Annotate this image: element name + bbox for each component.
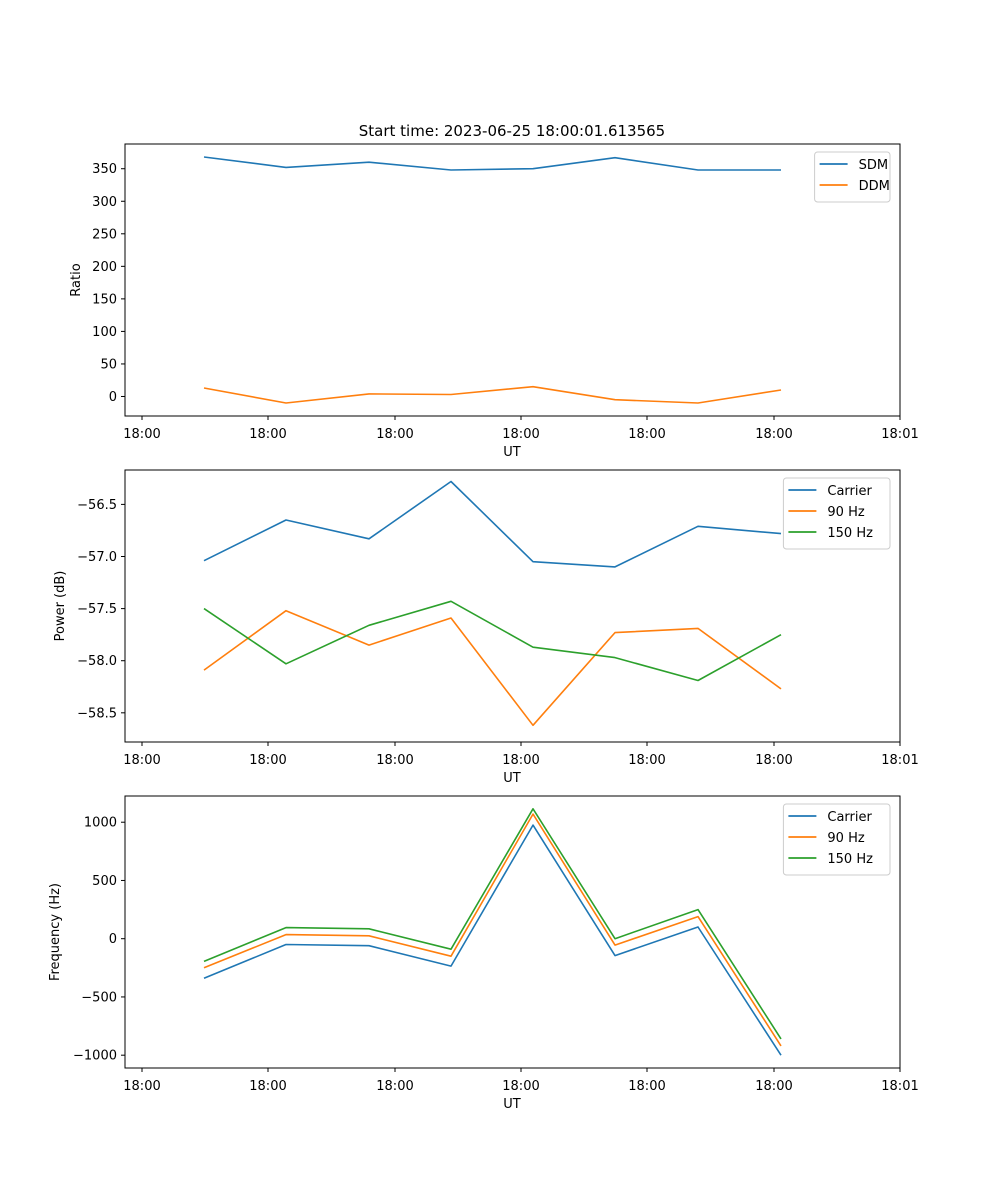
y-tick-label: 300 — [92, 195, 117, 210]
x-tick-label: 18:00 — [123, 753, 160, 768]
y-tick-label: 500 — [92, 874, 117, 889]
x-tick-label: 18:00 — [123, 427, 160, 442]
y-axis-label: Frequency (Hz) — [48, 883, 63, 981]
legend-label: Carrier — [827, 810, 872, 825]
y-tick-label: −58.5 — [77, 706, 117, 721]
panel-frequency: 18:00 18:00 18:00 18:00 18:00 18:00 18:01 UT −10… — [48, 795, 919, 1112]
legend-label: SDM — [859, 158, 888, 173]
x-tick-label: 18:00 — [628, 753, 665, 768]
legend-label: 150 Hz — [827, 852, 873, 867]
y-tick-label: 0 — [109, 390, 117, 405]
x-tick-label: 18:00 — [249, 753, 286, 768]
x-tick-label: 18:00 — [628, 1079, 665, 1094]
x-tick-label: 18:00 — [249, 1079, 286, 1094]
series-line-sdm — [203, 156, 781, 171]
x-tick-label: 18:00 — [755, 753, 792, 768]
series-line-150-hz — [203, 600, 782, 682]
x-tick-label: 18:00 — [755, 1079, 792, 1094]
y-tick-label: 150 — [92, 292, 117, 307]
series-line-90-hz — [203, 813, 782, 1047]
x-tick-label: 18:01 — [881, 1079, 918, 1094]
y-tick-label: 250 — [92, 227, 117, 242]
y-axis-label: Ratio — [69, 263, 84, 296]
y-tick-label: 50 — [100, 357, 117, 372]
y-tick-label: −500 — [81, 990, 117, 1005]
x-tick-label: 18:00 — [502, 427, 539, 442]
y-tick-label: −56.5 — [77, 498, 117, 513]
x-tick-label: 18:00 — [249, 427, 286, 442]
y-tick-label: 1000 — [84, 816, 117, 831]
y-tick-label: −1000 — [73, 1049, 117, 1064]
plot-frame — [124, 143, 901, 417]
plot-frame — [124, 469, 901, 743]
panel-power: 18:00 18:00 18:00 18:00 18:00 18:00 18:01 UT −58… — [53, 469, 919, 786]
x-tick-label: 18:01 — [881, 427, 918, 442]
legend-label: 90 Hz — [827, 505, 864, 520]
x-tick-label: 18:00 — [376, 1079, 413, 1094]
series-line-90-hz — [203, 609, 782, 727]
series-line-150-hz — [203, 807, 782, 1040]
y-tick-label: −57.0 — [77, 550, 117, 565]
series-line-carrier — [203, 824, 782, 1056]
plot-frame — [124, 795, 901, 1069]
y-tick-label: 100 — [92, 325, 117, 340]
x-tick-label: 18:01 — [881, 753, 918, 768]
panel-ratio: 18:00 18:00 18:00 18:00 18:00 18:00 18:01 UT 0 50… — [69, 143, 919, 460]
y-tick-label: −58.0 — [77, 654, 117, 669]
x-axis-label: UT — [503, 771, 521, 786]
y-axis-label: Power (dB) — [53, 571, 68, 642]
figure-title: Start time: 2023-06-25 18:00:01.613565 — [359, 122, 665, 140]
x-axis-label: UT — [503, 1097, 521, 1112]
y-tick-label: 350 — [92, 162, 117, 177]
legend-label: 90 Hz — [827, 831, 864, 846]
x-tick-label: 18:00 — [123, 1079, 160, 1094]
legend: SDM DDM — [814, 151, 891, 203]
x-tick-label: 18:00 — [502, 1079, 539, 1094]
x-tick-label: 18:00 — [628, 427, 665, 442]
x-tick-label: 18:00 — [502, 753, 539, 768]
legend-label: 150 Hz — [827, 526, 873, 541]
x-tick-label: 18:00 — [376, 427, 413, 442]
x-axis-label: UT — [503, 445, 521, 460]
x-tick-label: 18:00 — [376, 753, 413, 768]
legend-label: DDM — [859, 179, 890, 194]
legend: Carrier 90 Hz 150 Hz — [782, 803, 891, 876]
y-tick-label: −57.5 — [77, 602, 117, 617]
series-line-carrier — [203, 480, 782, 568]
legend: Carrier 90 Hz 150 Hz — [782, 477, 891, 550]
series-line-ddm — [203, 385, 782, 404]
x-tick-label: 18:00 — [755, 427, 792, 442]
legend-label: Carrier — [827, 484, 872, 499]
y-tick-label: 0 — [109, 932, 117, 947]
y-tick-label: 200 — [92, 260, 117, 275]
